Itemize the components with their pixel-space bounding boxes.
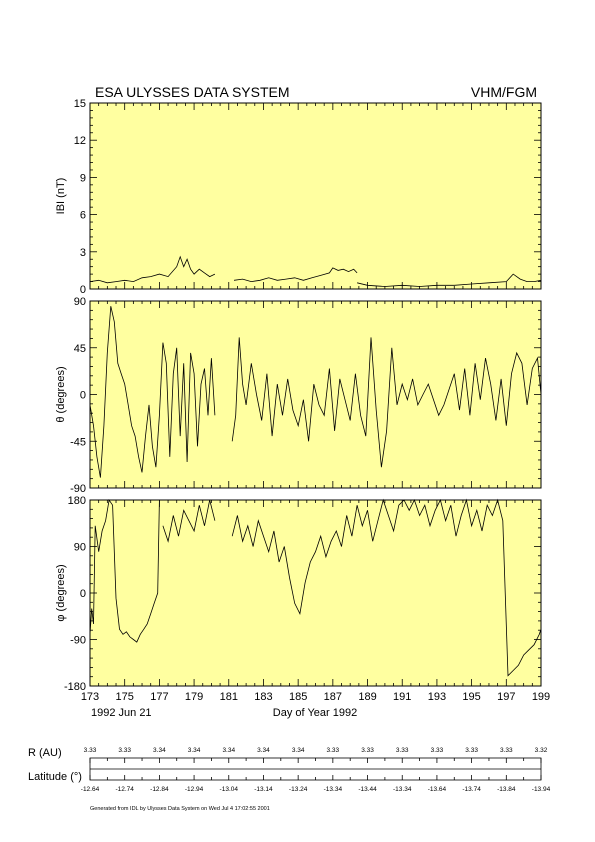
- y-tick-label: -180: [64, 681, 86, 693]
- latitude-value: -12.84: [150, 786, 169, 793]
- x-axis-label: Day of Year 1992: [273, 707, 357, 719]
- latitude-value: -13.44: [358, 786, 377, 793]
- instrument-label: VHM/FGM: [471, 84, 537, 100]
- latitude-value: -13.24: [289, 786, 308, 793]
- latitude-value: -13.14: [254, 786, 273, 793]
- latitude-value: -13.94: [532, 786, 551, 793]
- r-value: 3.33: [431, 747, 444, 754]
- latitude-value: -12.94: [185, 786, 204, 793]
- x-tick-label: 175: [116, 691, 134, 703]
- series-line-2: [162, 499, 216, 543]
- x-tick-label: 189: [358, 691, 376, 703]
- latitude-value: -13.64: [428, 786, 447, 793]
- r-value: 3.33: [396, 747, 409, 754]
- x-tick-label: 197: [497, 691, 515, 703]
- x-tick-label: 179: [185, 691, 203, 703]
- latitude-label: Latitude (°): [28, 771, 82, 783]
- r-value: 3.32: [535, 747, 548, 754]
- data-panels: 0 3 6 9 12 15 IBI (nT) -90 -45 0 45 90 θ (degrees) -1…: [55, 98, 550, 703]
- orbit-strip: 3.33 3.33 3.34 3.34 3.34 3.34 3.34 3.33 3.33 3.33…: [81, 747, 551, 793]
- r-value: 3.33: [465, 747, 478, 754]
- r-value: 3.34: [257, 747, 270, 754]
- latitude-value: -13.84: [497, 786, 516, 793]
- x-tick-label: 185: [289, 691, 307, 703]
- series-line-2: [231, 337, 542, 468]
- x-tick-label: 195: [462, 691, 480, 703]
- y-tick-label: 45: [74, 343, 86, 355]
- y-axis-label: IBI (nT): [55, 178, 67, 215]
- y-tick-label: -90: [70, 635, 86, 647]
- latitude-value: -13.74: [462, 786, 481, 793]
- x-tick-label: 199: [532, 691, 550, 703]
- x-tick-label: 191: [393, 691, 411, 703]
- latitude-value: -13.34: [324, 786, 343, 793]
- series-line-3: [231, 498, 542, 677]
- x-tick-label: 173: [81, 691, 99, 703]
- y-tick-label: 90: [74, 542, 86, 554]
- y-tick-label: 90: [74, 296, 86, 308]
- y-axis-label: θ (degrees): [55, 366, 67, 422]
- start-date-label: 1992 Jun 21: [91, 707, 152, 719]
- y-tick-label: 9: [80, 172, 86, 184]
- panel-background: [89, 102, 542, 290]
- y-tick-label: 12: [74, 135, 86, 147]
- x-tick-label: 187: [324, 691, 342, 703]
- y-axis-label: φ (degrees): [55, 564, 67, 621]
- y-tick-label: -45: [70, 436, 86, 448]
- x-tick-label: 177: [150, 691, 168, 703]
- y-tick-label: 3: [80, 247, 86, 259]
- r-value: 3.34: [153, 747, 166, 754]
- r-value: 3.33: [361, 747, 374, 754]
- r-value: 3.33: [327, 747, 340, 754]
- latitude-value: -12.74: [115, 786, 134, 793]
- r-value: 3.34: [222, 747, 235, 754]
- r-value: 3.33: [84, 747, 97, 754]
- y-tick-label: 15: [74, 98, 86, 110]
- x-tick-label: 193: [428, 691, 446, 703]
- series-line-1: [89, 498, 160, 643]
- r-value: 3.33: [118, 747, 131, 754]
- series-line-2: [233, 267, 358, 283]
- y-tick-label: -90: [70, 483, 86, 495]
- latitude-value: -13.34: [393, 786, 412, 793]
- panel-2: -90 -45 0 45 90 θ (degrees): [55, 296, 542, 495]
- series-line-1: [89, 255, 216, 284]
- y-tick-label: 0: [80, 390, 86, 402]
- y-tick-label: 0: [80, 284, 86, 296]
- series-line-3: [357, 273, 542, 287]
- x-tick-label: 181: [220, 691, 238, 703]
- latitude-value: -12.64: [81, 786, 100, 793]
- panel-1: 0 3 6 9 12 15 IBI (nT): [55, 98, 542, 296]
- r-value: 3.34: [188, 747, 201, 754]
- r-label: R (AU): [28, 747, 62, 759]
- r-value: 3.33: [500, 747, 513, 754]
- y-tick-label: 180: [68, 495, 86, 507]
- footer-note: Generated from IDL by Ulysses Data Syste…: [90, 806, 270, 812]
- y-tick-label: 0: [80, 588, 86, 600]
- panel-background: [89, 499, 542, 687]
- panel-3: -180 -90 0 90 180 φ (degrees): [55, 495, 542, 693]
- latitude-value: -13.04: [220, 786, 239, 793]
- series-line-1: [89, 306, 216, 478]
- r-value: 3.34: [292, 747, 305, 754]
- panel-background: [89, 300, 542, 489]
- x-tick-label: 183: [254, 691, 272, 703]
- y-tick-label: 6: [80, 210, 86, 222]
- system-title: ESA ULYSSES DATA SYSTEM: [95, 84, 290, 100]
